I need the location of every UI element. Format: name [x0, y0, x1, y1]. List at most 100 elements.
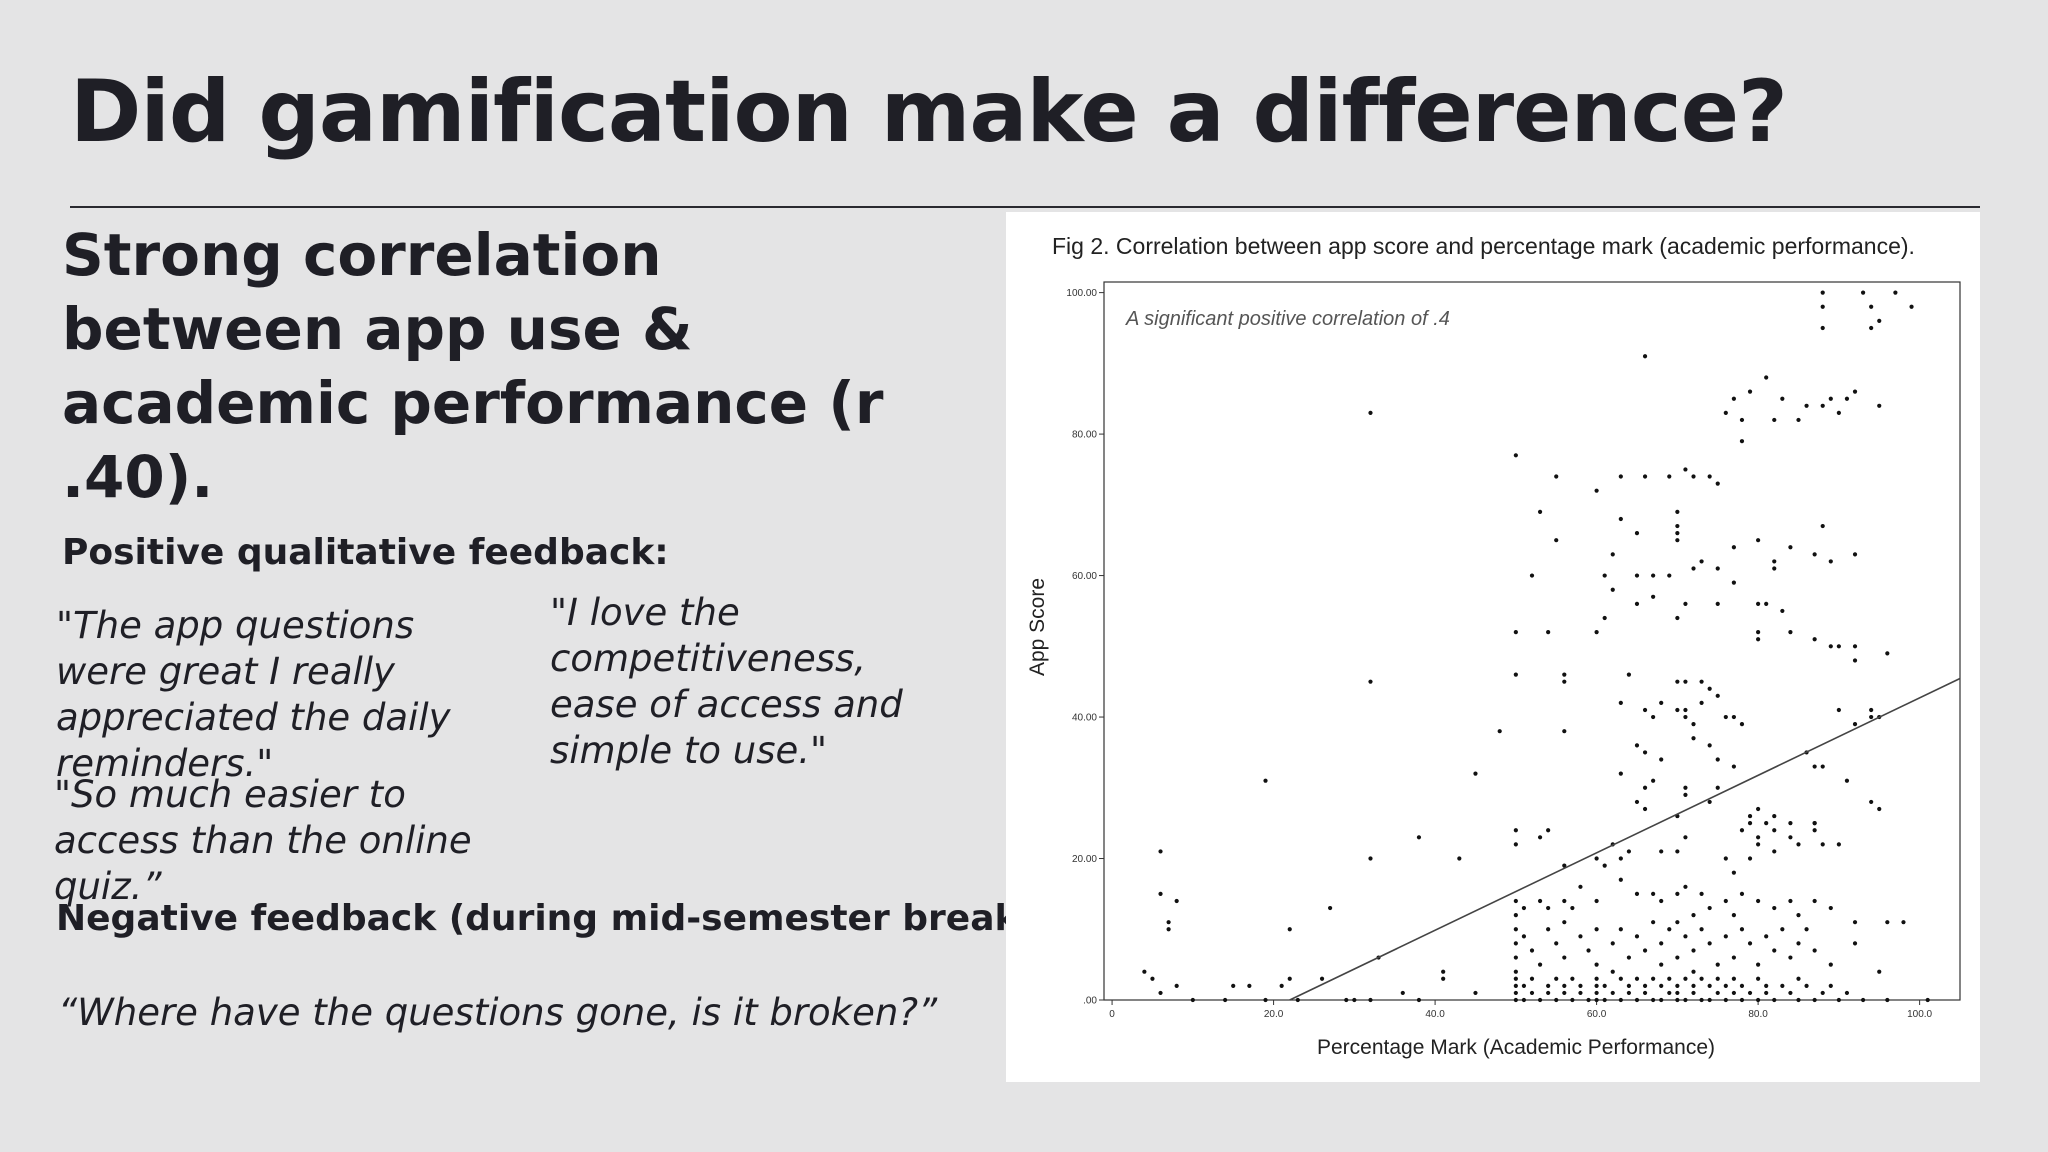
data-point: [1142, 969, 1147, 974]
data-point: [1893, 290, 1898, 295]
data-point: [1820, 304, 1825, 309]
scatter-chart: Fig 2. Correlation between app score and…: [1006, 212, 1980, 1082]
data-point: [1731, 976, 1736, 981]
data-point: [1562, 983, 1567, 988]
data-point: [1723, 934, 1728, 939]
data-point: [1788, 835, 1793, 840]
data-point: [1659, 983, 1664, 988]
data-point: [1513, 672, 1518, 677]
data-point: [1457, 856, 1462, 861]
data-point: [1642, 354, 1648, 359]
data-point: [1166, 920, 1171, 925]
data-point: [1602, 573, 1607, 578]
data-point: [1780, 608, 1785, 614]
data-point: [1651, 920, 1656, 925]
data-point: [1578, 934, 1583, 939]
chart-title: Fig 2. Correlation between app score and…: [1052, 233, 1915, 259]
scatter-chart-svg: Fig 2. Correlation between app score and…: [1026, 233, 1961, 1059]
data-point: [1352, 997, 1357, 1003]
data-point: [1852, 722, 1858, 727]
data-point: [1820, 842, 1825, 847]
data-point: [1537, 835, 1543, 840]
data-point: [1812, 828, 1817, 833]
data-point: [1642, 806, 1648, 812]
data-point: [1691, 722, 1696, 727]
plot-frame: [1103, 281, 1961, 1001]
data-point: [1764, 990, 1769, 996]
data-point: [1441, 969, 1446, 974]
data-point: [1788, 990, 1793, 996]
slide-title: Did gamification make a difference?: [70, 62, 1788, 162]
x-tick-label: 0: [1109, 1009, 1115, 1020]
data-point: [1675, 990, 1680, 996]
data-point: [1287, 927, 1292, 932]
data-point: [1513, 913, 1518, 918]
data-point: [1756, 806, 1761, 812]
data-point: [1594, 898, 1599, 904]
data-point: [1562, 898, 1567, 904]
data-point: [1780, 927, 1785, 932]
data-point: [1731, 913, 1736, 918]
data-point: [1521, 997, 1527, 1003]
data-point: [1804, 983, 1809, 988]
data-point: [1594, 990, 1599, 996]
data-point: [1756, 976, 1761, 981]
y-axis-label: App Score: [1026, 578, 1049, 676]
data-point: [1707, 474, 1712, 479]
data-point: [1836, 842, 1841, 847]
data-point: [1618, 516, 1623, 522]
data-point: [1901, 920, 1906, 925]
data-point: [1602, 863, 1607, 868]
data-point: [1707, 983, 1712, 988]
data-point: [1869, 707, 1874, 713]
data-point: [1675, 615, 1680, 621]
data-point: [1675, 983, 1680, 988]
data-point: [1699, 891, 1704, 896]
data-point: [1263, 778, 1268, 783]
data-point: [1869, 304, 1874, 309]
data-point: [1473, 990, 1478, 996]
data-point: [1158, 990, 1163, 996]
data-point: [1610, 941, 1615, 946]
data-point: [1836, 997, 1841, 1003]
data-point: [1659, 898, 1664, 904]
data-point: [1707, 799, 1712, 805]
data-point: [1537, 509, 1543, 515]
data-point: [1683, 934, 1688, 939]
data-point: [1610, 990, 1615, 996]
data-point: [1675, 707, 1680, 713]
data-point: [1279, 983, 1284, 988]
data-point: [1772, 813, 1777, 819]
data-point: [1537, 997, 1543, 1003]
data-point: [1772, 417, 1777, 423]
data-point: [1537, 962, 1543, 967]
data-point: [1836, 644, 1841, 649]
data-point: [1820, 764, 1825, 769]
data-point: [1602, 615, 1607, 621]
data-point: [1683, 884, 1688, 889]
data-point: [1739, 417, 1745, 423]
data-point: [1828, 396, 1833, 401]
data-point: [1772, 559, 1777, 564]
data-point: [1683, 679, 1688, 684]
data-point: [1796, 913, 1801, 918]
data-point: [1497, 729, 1502, 734]
data-point: [1328, 905, 1333, 911]
positive-quote-1: "The app questions were great I really a…: [56, 604, 451, 785]
data-point: [1723, 856, 1728, 861]
data-point: [1675, 891, 1680, 896]
data-point: [1764, 601, 1769, 606]
data-point: [1618, 877, 1623, 882]
data-point: [1651, 573, 1656, 578]
data-point: [1675, 531, 1680, 536]
data-point: [1723, 997, 1728, 1003]
data-point: [1691, 736, 1696, 741]
data-point: [1602, 997, 1607, 1003]
data-point: [1812, 821, 1817, 826]
data-point: [1675, 538, 1680, 543]
data-point: [1852, 941, 1858, 946]
data-point: [1247, 983, 1252, 988]
data-point: [1634, 531, 1640, 536]
data-point: [1739, 983, 1745, 988]
data-point: [1634, 799, 1640, 805]
